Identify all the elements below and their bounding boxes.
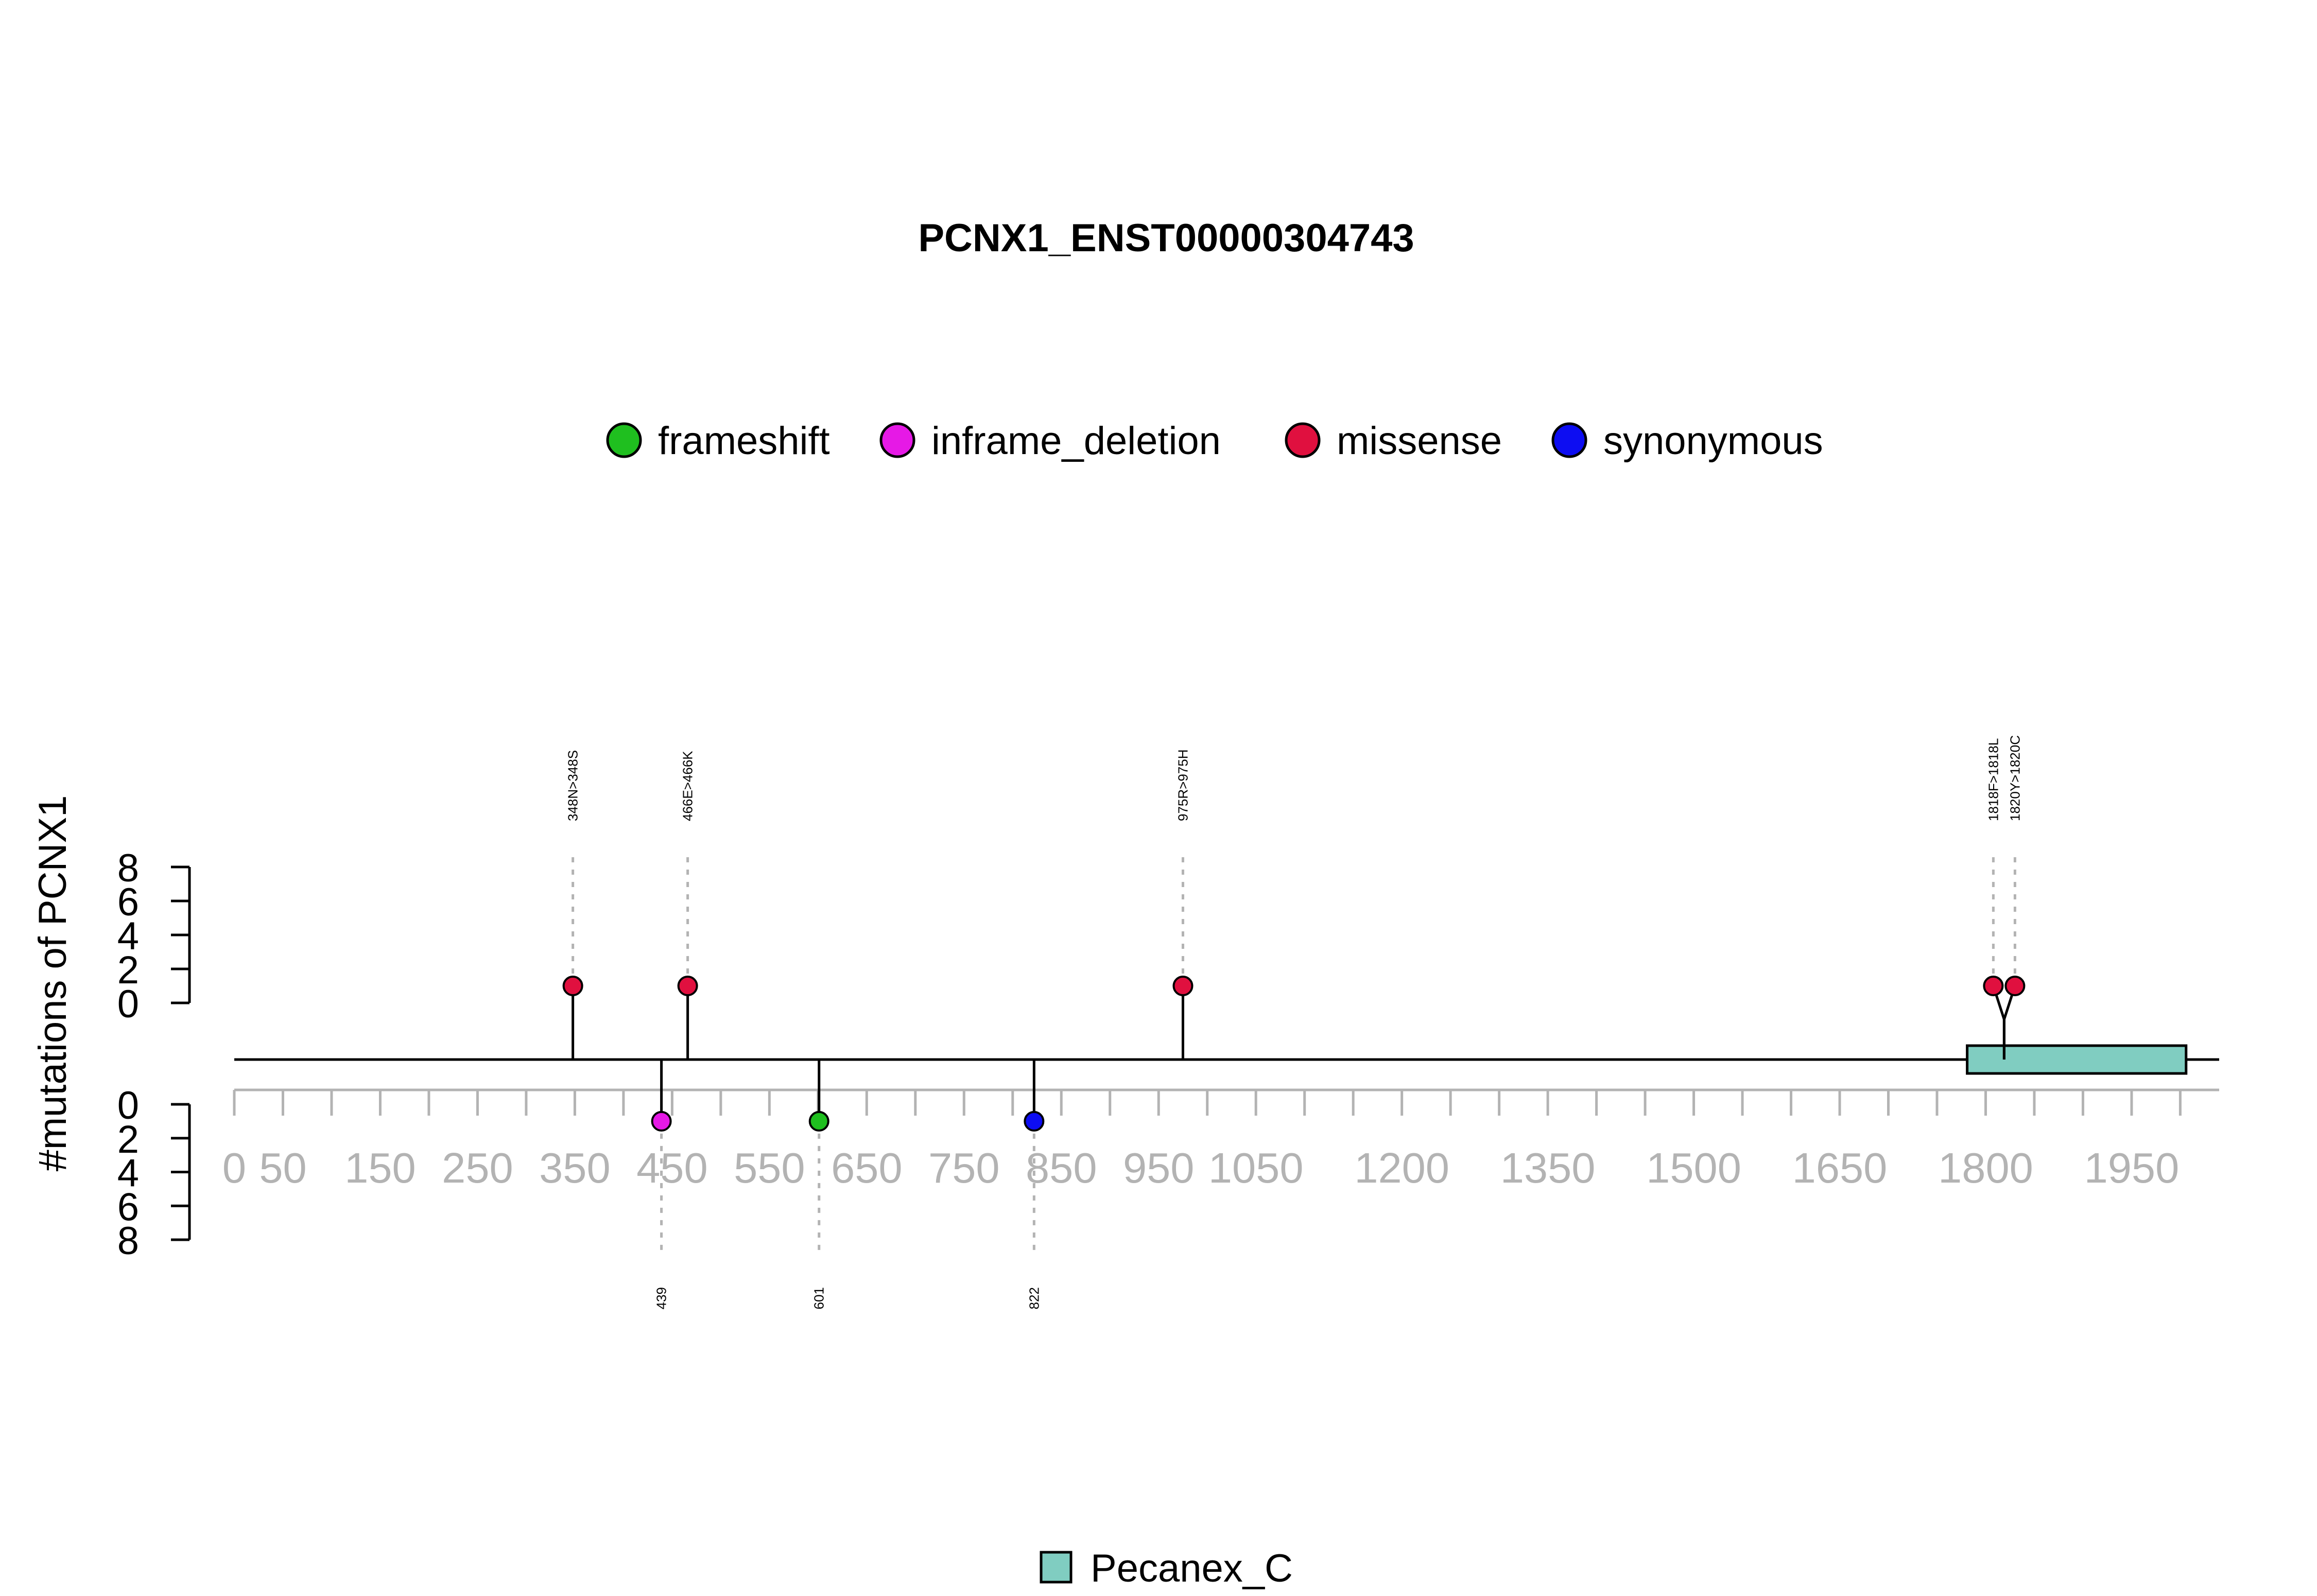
- lollipop-head-missense: [562, 976, 583, 996]
- legend-marker-frameshift: [606, 422, 642, 458]
- mutation-label-top: 1818F>1818L: [1985, 738, 2001, 821]
- x-tick-label: 450: [636, 1144, 707, 1192]
- y-tick-label-top: 6: [117, 880, 139, 924]
- lollipop-head-missense: [1983, 976, 2004, 996]
- x-tick-label: 1800: [1938, 1144, 2033, 1192]
- mutation-label-top: 1820Y>1820C: [2007, 735, 2022, 821]
- x-tick-label: 50: [259, 1144, 306, 1192]
- x-tick-label: 150: [344, 1144, 416, 1192]
- domain-legend-label: Pecanex_C: [1091, 1547, 1293, 1590]
- x-tick-label: 1650: [1792, 1144, 1888, 1192]
- mutation-label-bottom: 601: [811, 1287, 827, 1309]
- lollipop-head-missense: [2004, 976, 2026, 996]
- mutation-marks: 348N>348S 466E>466K 975R>975H 1818F>1818L 18…: [562, 735, 2026, 1309]
- legend-marker-inframe_deletion: [879, 422, 915, 458]
- x-tick-label: 650: [831, 1144, 902, 1192]
- y-tick-label-top: 8: [117, 846, 139, 890]
- domain-legend-swatch: [1040, 1551, 1073, 1584]
- x-tick-label: 1050: [1208, 1144, 1304, 1192]
- mutation-label-top: 348N>348S: [565, 750, 581, 821]
- legend-label-synonymous: synonymous: [1603, 419, 1823, 463]
- mutation-label-bottom: 439: [654, 1287, 669, 1309]
- x-tick-label: 250: [442, 1144, 513, 1192]
- lollipop-head-missense: [677, 976, 698, 996]
- x-tick-label: 1950: [2084, 1144, 2180, 1192]
- legend-marker-missense: [1285, 422, 1321, 458]
- x-tick-label: 1200: [1354, 1144, 1449, 1192]
- y-tick-label-bottom: 2: [117, 1118, 139, 1161]
- x-tick-label: 1350: [1500, 1144, 1596, 1192]
- protein-domains: [1966, 1044, 2188, 1075]
- y-tick-label-top: 0: [117, 982, 139, 1026]
- x-tick-label: 0: [222, 1144, 246, 1192]
- y-tick-label-bottom: 0: [117, 1084, 139, 1127]
- x-tick-label: 350: [539, 1144, 610, 1192]
- x-tick-label: 1500: [1646, 1144, 1741, 1192]
- domain-legend: Pecanex_C: [1040, 1547, 1293, 1590]
- lollipop-head-frameshift: [808, 1111, 829, 1132]
- y-tick-label-top: 4: [117, 914, 139, 958]
- mutation-label-top: 975R>975H: [1175, 750, 1190, 822]
- legend-label-inframe_deletion: inframe_deletion: [931, 419, 1221, 463]
- legend-label-frameshift: frameshift: [658, 419, 830, 463]
- y-tick-label-bottom: 6: [117, 1185, 139, 1229]
- lollipop-head-inframe_deletion: [651, 1111, 672, 1132]
- x-tick-label: 950: [1123, 1144, 1194, 1192]
- x-tick-label: 850: [1026, 1144, 1097, 1192]
- lollipop-stem-top: [2002, 985, 2016, 1060]
- x-tick-label: 550: [734, 1144, 805, 1192]
- lollipop-head-missense: [1172, 976, 1194, 996]
- x-tick-label: 750: [928, 1144, 999, 1192]
- legend-label-missense: missense: [1337, 419, 1502, 463]
- chart-title: PCNX1_ENST00000304743: [918, 216, 1414, 260]
- mutation-label-bottom: 822: [1026, 1287, 1042, 1309]
- y-axis-label: #mutations of PCNX1: [31, 795, 75, 1172]
- lollipop-head-synonymous: [1024, 1111, 1045, 1132]
- y-tick-label-bottom: 8: [117, 1219, 139, 1263]
- domain-Pecanex_C: [1966, 1044, 2188, 1075]
- mutation-label-top: 466E>466K: [680, 751, 696, 821]
- y-tick-label-bottom: 4: [117, 1152, 139, 1195]
- mutation-type-legend: frameshift inframe_deletion missense synony…: [606, 419, 1823, 463]
- legend-marker-synonymous: [1551, 422, 1587, 458]
- y-tick-label-top: 2: [117, 948, 139, 992]
